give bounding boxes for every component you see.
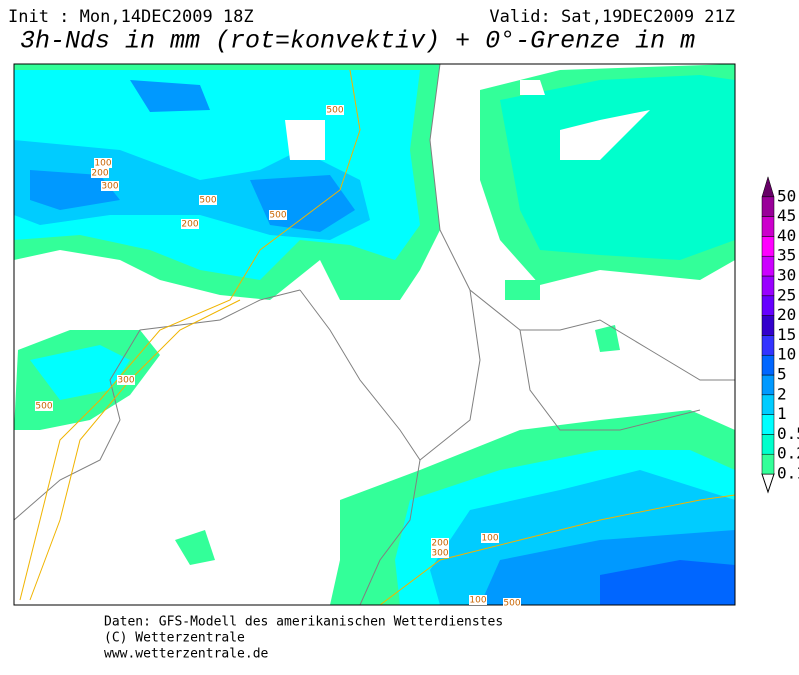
colorbar-band [761,354,775,376]
footer-copyright: (C) Wetterzentrale [104,631,245,646]
precip-area [30,345,130,400]
colorbar-label: 50 [777,186,796,205]
borders [13,63,735,606]
colorbar-band [761,255,775,277]
footer-url: www.wetterzentrale.de [104,647,269,662]
contour-label: 500 [199,196,216,206]
colorbar-band [761,374,775,396]
colorbar-label: 20 [777,305,796,324]
colorbar-label: 0.1 [777,464,799,483]
colorbar-label: 40 [777,226,796,245]
colorbar-band [761,414,775,435]
precip-area [600,560,735,605]
dry-hole [285,120,325,160]
contour-label-bg [91,168,109,178]
contour-label: 200 [91,169,108,179]
colorbar-label: 25 [777,285,796,304]
init-time: Init : Mon,14DEC2009 18Z [8,7,254,27]
contour-label-bg [181,219,199,229]
colorbar-band [761,236,775,257]
contour-label: 500 [269,211,286,221]
valid-time: Valid: Sat,19DEC2009 21Z [489,7,735,27]
contour-label-bg [269,210,287,220]
contour-label: 500 [326,106,343,116]
colorbar-label: 1 [777,404,787,423]
colorbar-label: 5 [777,365,787,384]
contour-label-bg [117,375,135,385]
colorbar-high-tip [761,175,775,198]
contour-label: 200 [181,220,198,230]
colorbar-band [761,295,775,316]
colorbar-band [761,434,775,455]
contour-label-bg [469,595,487,605]
contour-label-bg [481,533,499,543]
contour-label: 500 [503,599,520,609]
contour-label-bg [431,538,449,548]
contour-label-bg [35,401,53,411]
colorbar-band [761,315,775,336]
colorbar-label: 45 [777,206,796,225]
contour-label-bg [199,195,217,205]
colorbar-label: 10 [777,345,796,364]
contour-label: 100 [469,596,486,606]
colorbar-label: 2 [777,384,787,403]
map-title: 3h-Nds in mm (rot=konvektiv) + 0°-Grenze… [20,27,695,56]
contour-label: 500 [35,402,52,412]
contour-label-bg [326,105,344,115]
colorbar-label: 30 [777,266,796,285]
colorbar-band [761,275,775,297]
precip-area [500,75,735,260]
colorbar-label: 0.2 [777,444,799,463]
footer-source: Daten: GFS-Modell des amerikanischen Wet… [104,615,503,630]
contour-label: 200 [431,539,448,549]
contour-label-bg [431,548,449,558]
contour-label-bg [503,598,521,608]
precip-areas [14,64,735,605]
colorbar: 0.10.20.5125101520253035404550 [761,175,799,494]
contour-label: 300 [101,182,118,192]
contour-label-bg [101,181,119,191]
contour-label: 300 [117,376,134,386]
colorbar-band [761,394,775,415]
colorbar-label: 15 [777,325,796,344]
contour-label: 100 [481,534,498,544]
colorbar-low-tip [761,473,775,494]
map-frame [13,63,736,606]
freezing-level-contours [19,69,736,606]
colorbar-label: 0.5 [777,424,799,443]
colorbar-band [761,196,775,217]
precip-area [30,80,355,232]
colorbar-band [761,216,775,237]
colorbar-band [761,453,775,475]
contour-label-bg [94,158,112,168]
contour-label: 100 [94,159,111,169]
contour-label: 300 [431,549,448,559]
dry-hole [520,80,650,160]
colorbar-band [761,335,775,356]
colorbar-label: 35 [777,246,796,265]
